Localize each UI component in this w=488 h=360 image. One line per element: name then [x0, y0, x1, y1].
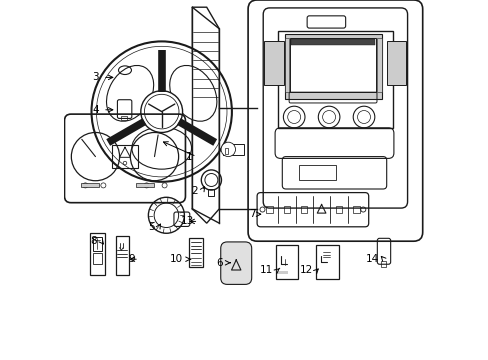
Text: 8: 8 — [90, 236, 97, 246]
Bar — [264, 41, 284, 85]
Text: 10: 10 — [170, 254, 183, 264]
Text: 2: 2 — [191, 186, 197, 196]
Text: 13: 13 — [181, 216, 194, 226]
Text: 12: 12 — [299, 265, 312, 275]
Bar — [381, 261, 385, 267]
Bar — [298, 165, 336, 180]
Bar — [265, 206, 272, 213]
Bar — [335, 206, 342, 213]
Bar — [289, 38, 375, 92]
Bar — [111, 145, 138, 168]
Bar — [93, 237, 102, 251]
Bar — [90, 233, 104, 275]
Bar — [277, 271, 288, 274]
Text: 7: 7 — [248, 209, 255, 219]
Text: 5: 5 — [147, 222, 154, 232]
Text: 1: 1 — [185, 152, 192, 162]
Bar — [224, 148, 228, 154]
Circle shape — [141, 91, 182, 132]
Bar — [136, 183, 154, 187]
Text: 6: 6 — [216, 258, 223, 268]
Bar — [277, 31, 392, 128]
Ellipse shape — [132, 127, 191, 169]
Text: 4: 4 — [92, 105, 99, 115]
Ellipse shape — [169, 66, 217, 121]
Bar — [276, 245, 298, 279]
Text: 9: 9 — [128, 254, 134, 264]
Bar — [300, 206, 307, 213]
Bar — [386, 41, 406, 85]
Bar — [121, 116, 127, 120]
Text: 3: 3 — [92, 72, 99, 82]
Circle shape — [221, 142, 235, 157]
Bar — [81, 183, 99, 187]
Circle shape — [352, 106, 374, 128]
FancyBboxPatch shape — [220, 242, 251, 284]
Text: 11: 11 — [260, 265, 273, 275]
Bar — [377, 38, 381, 92]
Text: 14: 14 — [366, 254, 379, 264]
Bar — [284, 38, 289, 92]
Bar — [93, 253, 102, 264]
Bar — [223, 144, 244, 155]
Circle shape — [318, 106, 339, 128]
Ellipse shape — [106, 66, 153, 121]
Bar — [115, 236, 128, 275]
Circle shape — [283, 106, 305, 128]
Bar — [283, 206, 289, 213]
Bar — [208, 189, 214, 196]
Bar — [316, 245, 338, 279]
Bar — [352, 206, 359, 213]
Bar — [290, 39, 374, 45]
Bar — [188, 238, 203, 267]
Bar — [284, 34, 381, 99]
